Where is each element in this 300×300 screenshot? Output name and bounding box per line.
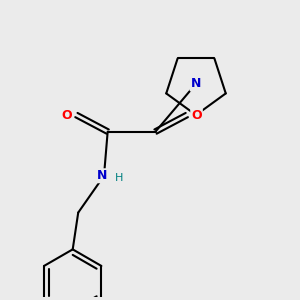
Text: H: H (115, 172, 124, 183)
Text: O: O (191, 109, 202, 122)
Text: N: N (97, 169, 107, 182)
Text: O: O (61, 109, 72, 122)
Text: N: N (191, 77, 201, 90)
